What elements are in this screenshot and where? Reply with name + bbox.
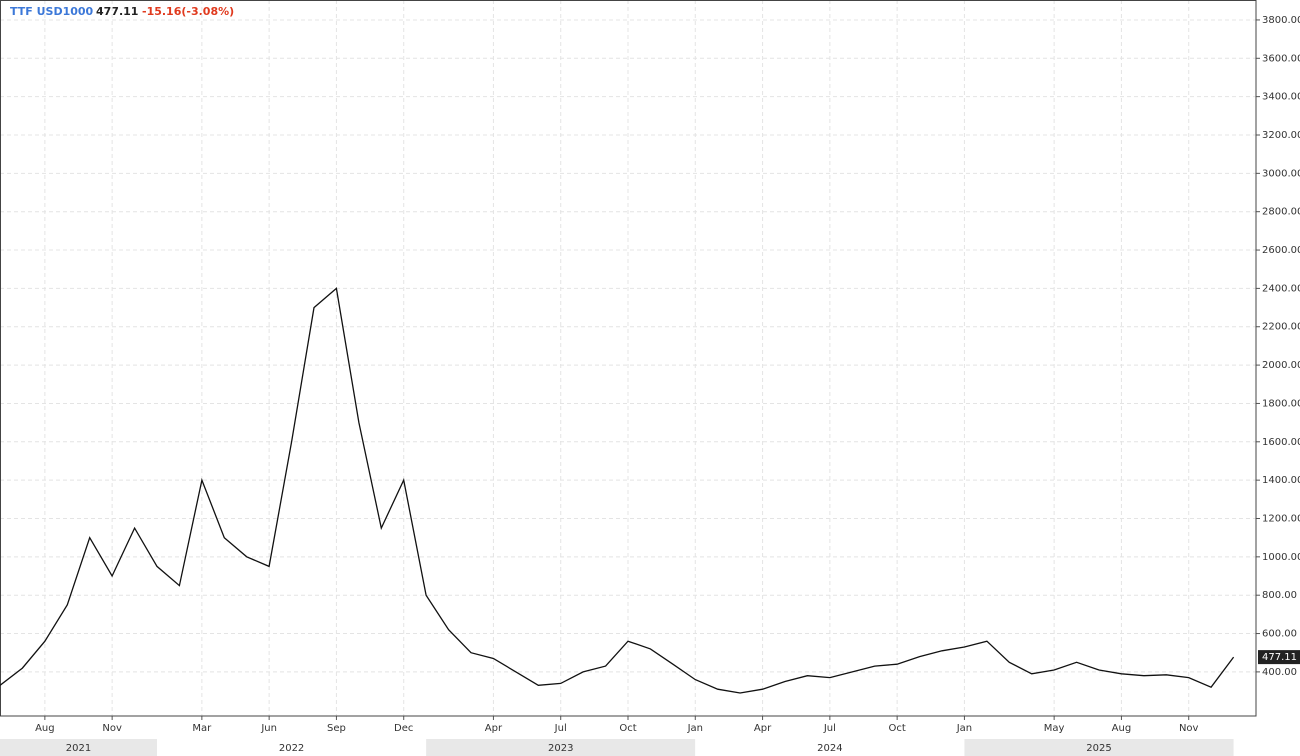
year-band (0, 739, 157, 756)
x-tick-label: Oct (888, 723, 905, 734)
x-tick-label: Jan (956, 723, 972, 734)
x-tick-label: Apr (754, 723, 772, 734)
x-tick-label: Nov (102, 723, 122, 734)
y-tick-label: 1200.00 (1262, 513, 1300, 524)
y-tick-label: 2000.00 (1262, 360, 1300, 371)
y-tick-label: 1600.00 (1262, 437, 1300, 448)
y-tick-label: 1800.00 (1262, 398, 1300, 409)
y-tick-label: 1000.00 (1262, 552, 1300, 563)
price-tag-label: 477.11 (1262, 652, 1297, 663)
x-tick-label: Jun (260, 723, 277, 734)
year-band (426, 739, 696, 756)
y-tick-label: 600.00 (1262, 629, 1297, 640)
y-tick-label: 3200.00 (1262, 130, 1300, 141)
x-tick-label: Aug (1112, 723, 1132, 734)
x-tick-label: Apr (485, 723, 503, 734)
x-tick-label: Nov (1179, 723, 1199, 734)
x-tick-label: May (1044, 723, 1065, 734)
y-tick-label: 800.00 (1262, 590, 1297, 601)
plot-frame (0, 0, 1257, 717)
year-band (964, 739, 1234, 756)
x-tick-label: Aug (35, 723, 55, 734)
x-tick-label: Dec (394, 723, 413, 734)
year-band (695, 739, 965, 756)
symbol: TTF USD1000 (10, 5, 94, 18)
last-price: 477.11 (96, 5, 138, 18)
y-tick-label: 1400.00 (1262, 475, 1300, 486)
year-label: 2023 (548, 743, 573, 754)
y-tick-label: 3400.00 (1262, 92, 1300, 103)
y-tick-label: 400.00 (1262, 667, 1297, 678)
year-label: 2025 (1086, 743, 1111, 754)
price-tag (1258, 650, 1300, 665)
y-tick-label: 3800.00 (1262, 15, 1300, 26)
y-tick-label: 2600.00 (1262, 245, 1300, 256)
y-tick-label: 3600.00 (1262, 53, 1300, 64)
y-tick-label: 2200.00 (1262, 322, 1300, 333)
x-tick-label: Sep (327, 723, 346, 734)
y-tick-label: 3000.00 (1262, 168, 1300, 179)
y-tick-label: 2800.00 (1262, 207, 1300, 218)
year-label: 2021 (66, 743, 91, 754)
x-tick-label: Jul (554, 723, 567, 734)
price-line (0, 287, 1235, 694)
x-tick-label: Jan (687, 723, 703, 734)
x-tick-label: Mar (192, 723, 212, 734)
year-band (157, 739, 427, 756)
year-label: 2024 (817, 743, 842, 754)
y-tick-label: 2400.00 (1262, 283, 1300, 294)
x-tick-label: Oct (619, 723, 636, 734)
x-tick-label: Jul (823, 723, 836, 734)
price-change: -15.16(-3.08%) (142, 5, 234, 18)
year-label: 2022 (279, 743, 304, 754)
